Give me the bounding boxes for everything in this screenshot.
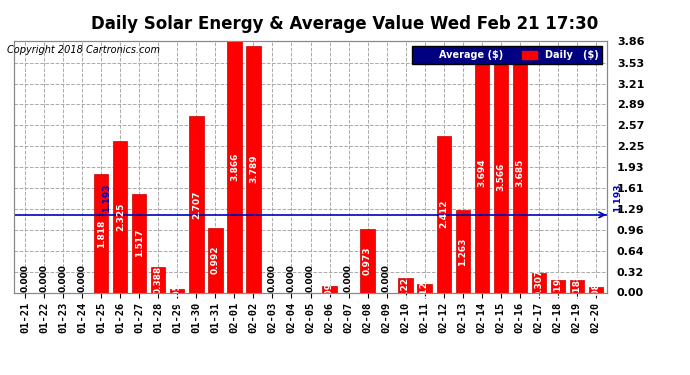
Text: 0.000: 0.000 bbox=[306, 264, 315, 292]
Bar bbox=[551, 280, 565, 292]
Text: 0.000: 0.000 bbox=[59, 264, 68, 292]
Bar bbox=[322, 286, 337, 292]
Bar bbox=[475, 52, 489, 292]
Bar bbox=[132, 194, 146, 292]
Text: 2.412: 2.412 bbox=[439, 200, 448, 228]
Bar bbox=[246, 46, 261, 292]
Text: 1.818: 1.818 bbox=[97, 219, 106, 248]
Text: 0.973: 0.973 bbox=[363, 247, 372, 275]
Text: 0.000: 0.000 bbox=[21, 264, 30, 292]
Text: 1.193: 1.193 bbox=[102, 184, 111, 212]
Text: 0.125: 0.125 bbox=[420, 274, 429, 303]
Text: 0.992: 0.992 bbox=[211, 246, 220, 274]
Text: 3.685: 3.685 bbox=[515, 158, 524, 187]
Bar bbox=[417, 284, 432, 292]
Text: 0.188: 0.188 bbox=[572, 272, 581, 300]
Text: 0.097: 0.097 bbox=[325, 275, 334, 303]
Text: 0.000: 0.000 bbox=[40, 264, 49, 292]
Text: 0.054: 0.054 bbox=[173, 277, 182, 305]
Text: 1.517: 1.517 bbox=[135, 229, 144, 257]
Bar bbox=[360, 229, 375, 292]
Text: Daily Solar Energy & Average Value Wed Feb 21 17:30: Daily Solar Energy & Average Value Wed F… bbox=[91, 15, 599, 33]
Text: 2.325: 2.325 bbox=[116, 202, 125, 231]
Bar bbox=[208, 228, 223, 292]
Text: 1.193: 1.193 bbox=[613, 184, 622, 212]
Bar bbox=[113, 141, 128, 292]
Bar bbox=[227, 41, 242, 292]
Text: 0.000: 0.000 bbox=[287, 264, 296, 292]
Bar bbox=[589, 287, 603, 292]
Bar bbox=[570, 280, 584, 292]
Text: 0.388: 0.388 bbox=[154, 266, 163, 294]
Text: 0.000: 0.000 bbox=[268, 264, 277, 292]
Text: 3.866: 3.866 bbox=[230, 153, 239, 181]
Text: 3.694: 3.694 bbox=[477, 158, 486, 187]
Text: 2.707: 2.707 bbox=[192, 190, 201, 219]
Legend: Average ($), Daily   ($): Average ($), Daily ($) bbox=[413, 46, 602, 64]
Text: 0.195: 0.195 bbox=[553, 272, 562, 300]
Text: 0.000: 0.000 bbox=[78, 264, 87, 292]
Bar bbox=[94, 174, 108, 292]
Bar bbox=[151, 267, 166, 292]
Bar bbox=[437, 135, 451, 292]
Text: 3.566: 3.566 bbox=[496, 162, 505, 190]
Text: 0.084: 0.084 bbox=[591, 276, 600, 304]
Bar bbox=[493, 60, 508, 292]
Text: 0.000: 0.000 bbox=[344, 264, 353, 292]
Bar bbox=[531, 273, 546, 292]
Bar bbox=[455, 210, 470, 292]
Bar bbox=[513, 53, 527, 292]
Text: 0.000: 0.000 bbox=[382, 264, 391, 292]
Bar bbox=[189, 116, 204, 292]
Text: 1.263: 1.263 bbox=[458, 237, 467, 266]
Text: 0.223: 0.223 bbox=[401, 271, 410, 299]
Text: 3.789: 3.789 bbox=[249, 155, 258, 183]
Bar bbox=[398, 278, 413, 292]
Text: 0.307: 0.307 bbox=[534, 268, 543, 297]
Bar bbox=[170, 289, 184, 292]
Text: Copyright 2018 Cartronics.com: Copyright 2018 Cartronics.com bbox=[7, 45, 160, 55]
